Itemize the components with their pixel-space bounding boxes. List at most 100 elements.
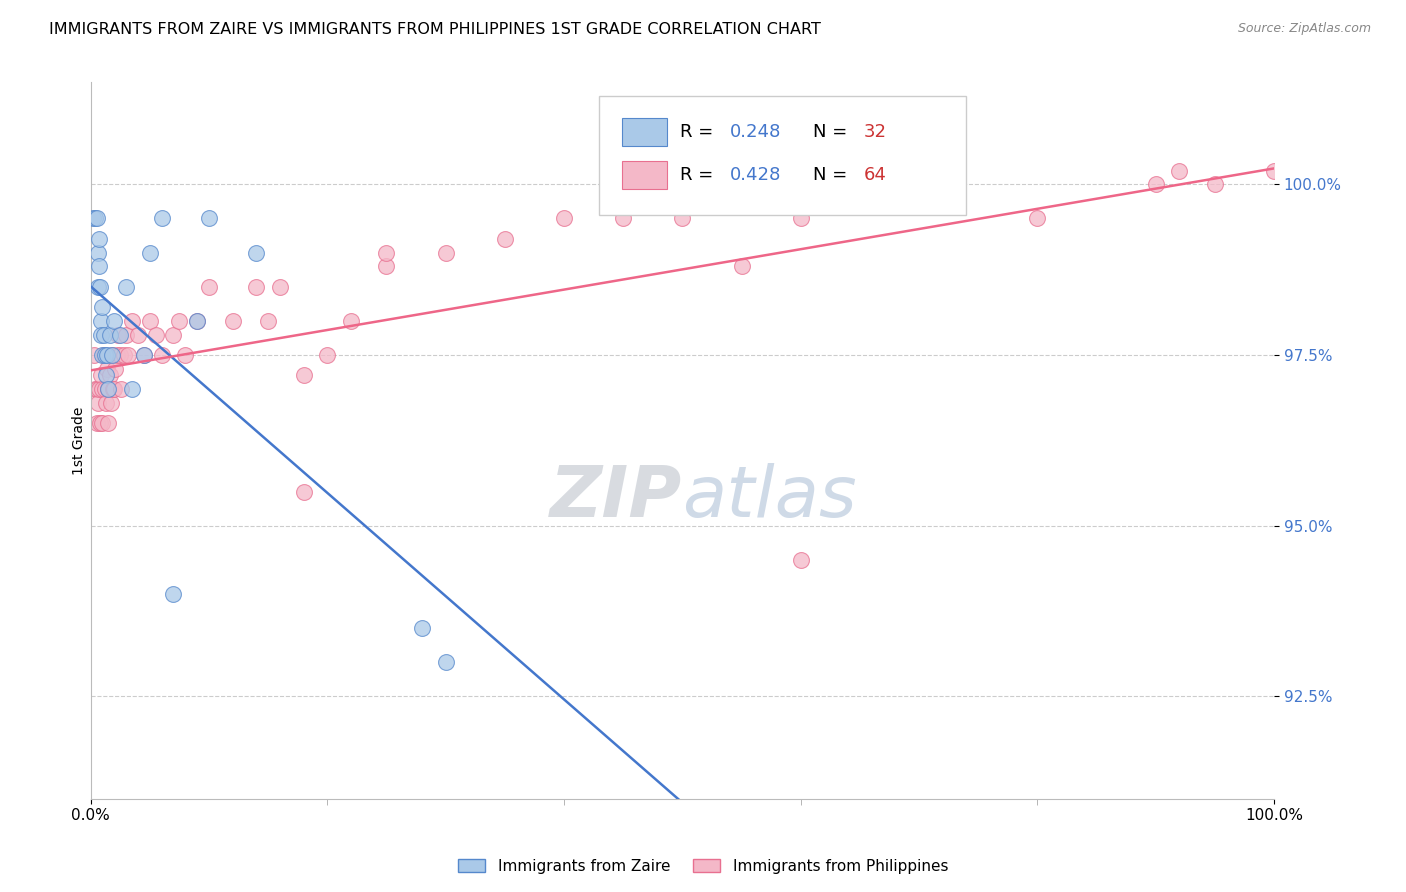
Text: atlas: atlas (682, 463, 858, 533)
Point (186, 314, 208, 328)
Text: 64: 64 (863, 166, 886, 184)
Point (139, 314, 162, 328)
Point (115, 279, 138, 293)
Point (98, 368, 121, 383)
Point (101, 348, 124, 362)
Point (434, 655, 457, 669)
Point (86, 245, 108, 260)
Point (198, 279, 221, 293)
Point (82, 211, 104, 226)
Point (150, 211, 173, 226)
Text: 0.428: 0.428 (730, 166, 782, 184)
Point (145, 327, 167, 342)
Point (789, 553, 811, 567)
Point (91, 300, 114, 314)
Point (84, 382, 107, 396)
Bar (621, 118, 666, 146)
Point (375, 259, 398, 273)
Point (97, 417, 120, 431)
Point (908, 191, 931, 205)
Point (97, 382, 120, 396)
Point (96, 348, 118, 362)
Point (104, 361, 127, 376)
FancyBboxPatch shape (599, 96, 966, 214)
Point (671, 211, 693, 226)
Point (90, 327, 112, 342)
Point (86, 279, 108, 293)
Point (108, 348, 131, 362)
Point (112, 348, 135, 362)
Point (1204, 178, 1226, 192)
Point (139, 245, 162, 260)
Point (174, 348, 197, 362)
Point (411, 621, 433, 635)
Point (375, 245, 398, 260)
Point (103, 382, 125, 396)
Point (162, 327, 184, 342)
Point (105, 348, 128, 362)
Text: R =: R = (681, 123, 713, 141)
Point (87, 232, 110, 246)
Point (127, 327, 149, 342)
Text: Source: ZipAtlas.com: Source: ZipAtlas.com (1237, 22, 1371, 36)
Point (1144, 178, 1167, 192)
Point (107, 327, 129, 342)
Point (494, 232, 516, 246)
Point (94, 348, 117, 362)
Point (162, 587, 184, 601)
Point (612, 211, 634, 226)
Point (86, 211, 108, 226)
Point (94, 368, 117, 383)
Bar (621, 161, 666, 189)
Point (91, 382, 114, 396)
Point (316, 348, 339, 362)
Point (87, 382, 110, 396)
Point (96, 361, 118, 376)
Point (789, 211, 811, 226)
Point (89, 279, 111, 293)
Point (121, 382, 143, 396)
Point (86, 417, 108, 431)
Point (117, 348, 139, 362)
Point (94, 382, 117, 396)
Text: 32: 32 (863, 123, 886, 141)
Point (115, 327, 138, 342)
Point (221, 314, 243, 328)
Text: ZIP: ZIP (550, 463, 682, 533)
Point (93, 348, 115, 362)
Point (292, 368, 315, 383)
Point (108, 327, 131, 342)
Point (150, 348, 173, 362)
Point (89, 417, 111, 431)
Point (90, 368, 112, 383)
Point (434, 245, 457, 260)
Point (269, 279, 291, 293)
Point (132, 348, 155, 362)
Point (340, 314, 363, 328)
Point (97, 382, 120, 396)
Point (90, 314, 112, 328)
Point (93, 327, 115, 342)
Point (101, 348, 124, 362)
Legend: Immigrants from Zaire, Immigrants from Philippines: Immigrants from Zaire, Immigrants from P… (451, 853, 955, 880)
Point (245, 279, 267, 293)
Point (553, 211, 575, 226)
Point (110, 382, 132, 396)
Y-axis label: 1st Grade: 1st Grade (73, 406, 86, 475)
Point (169, 314, 191, 328)
Point (1263, 163, 1285, 178)
Point (186, 314, 208, 328)
Point (292, 484, 315, 499)
Point (86, 396, 108, 410)
Point (91, 348, 114, 362)
Point (121, 314, 143, 328)
Text: R =: R = (681, 166, 713, 184)
Point (132, 348, 155, 362)
Text: N =: N = (813, 123, 846, 141)
Point (100, 396, 122, 410)
Point (83, 348, 105, 362)
Point (86, 382, 108, 396)
Point (87, 259, 110, 273)
Point (103, 314, 125, 328)
Point (94, 396, 117, 410)
